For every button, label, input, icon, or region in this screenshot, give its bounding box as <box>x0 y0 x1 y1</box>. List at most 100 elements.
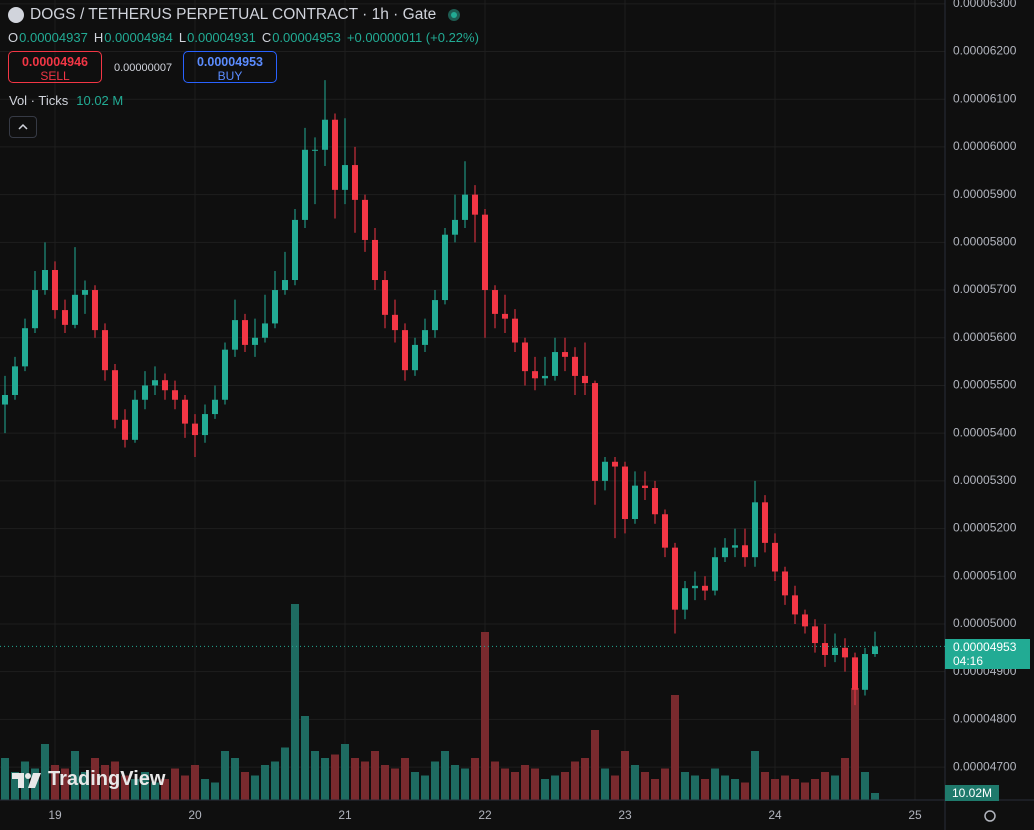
volume-bar <box>581 758 589 800</box>
candle-body <box>282 280 288 291</box>
collapse-button[interactable] <box>9 116 37 138</box>
candle-body <box>402 330 408 371</box>
volume-bar <box>41 744 49 800</box>
candle-body <box>382 280 388 315</box>
volume-bar <box>151 782 159 800</box>
candle-body <box>672 547 678 610</box>
volume-bar <box>11 772 19 800</box>
candle-body <box>232 320 238 350</box>
x-tick-label: 25 <box>908 808 922 822</box>
sell-button[interactable]: 0.00004946 SELL <box>8 51 102 83</box>
volume-bar <box>551 775 559 800</box>
ohlc-value: 0.00004931 <box>187 30 256 45</box>
candle-body <box>72 294 78 325</box>
candle-body <box>112 370 118 420</box>
x-tick-label: 21 <box>338 808 352 822</box>
candle-body <box>142 385 148 400</box>
candle-body <box>122 419 128 440</box>
watermark: TradingView <box>12 768 165 791</box>
volume-bar <box>561 772 569 800</box>
sell-label: SELL <box>40 69 70 83</box>
candle-body <box>652 488 658 515</box>
volume-bar <box>291 604 299 800</box>
volume-bar <box>691 775 699 800</box>
y-tick-label: 0.00005400 <box>953 425 1017 439</box>
candle-body <box>292 219 298 281</box>
candle-body <box>752 502 758 558</box>
candle-body <box>462 194 468 220</box>
candle-body <box>632 485 638 520</box>
volume-bar <box>531 768 539 800</box>
volume-bar <box>461 768 469 800</box>
volume-bar <box>241 772 249 800</box>
change: +0.00000011 (+0.22%) <box>346 30 479 45</box>
candle-body <box>412 344 418 371</box>
candle-body <box>172 390 178 400</box>
candle-body <box>722 547 728 558</box>
candle-body <box>802 614 808 627</box>
candle-body <box>342 165 348 190</box>
candle-body <box>572 356 578 376</box>
volume-bar <box>731 779 739 800</box>
candle-body <box>502 313 508 319</box>
countdown: 04:16 <box>953 654 984 668</box>
candle-body <box>602 461 608 481</box>
spread: 0.00000007 <box>114 62 173 74</box>
title: DOGS / TETHERUS PERPETUAL CONTRACT · 1h … <box>30 6 437 23</box>
buy-label: BUY <box>217 69 243 83</box>
candle-body <box>692 585 698 589</box>
volume-bar <box>101 765 109 800</box>
y-tick-label: 0.00005200 <box>953 521 1017 535</box>
y-tick-label: 0.00005100 <box>953 568 1017 582</box>
volume-bar <box>401 758 409 800</box>
volume-bar <box>321 758 329 800</box>
volume-bar <box>301 716 309 800</box>
volume-tag: 10.02M <box>945 785 999 801</box>
volume-bar <box>451 765 459 800</box>
candle-body <box>202 414 208 436</box>
volume-bar <box>211 782 219 800</box>
ohlc-value: 0.00004984 <box>104 30 173 45</box>
candle-body <box>592 383 598 481</box>
candle-body <box>12 366 18 395</box>
volume-bar <box>571 761 579 800</box>
volume-bar <box>281 747 289 800</box>
y-tick-label: 0.00005000 <box>953 616 1017 630</box>
volume-bar <box>161 779 169 800</box>
y-tick-label: 0.00004800 <box>953 712 1017 726</box>
volume-bar <box>81 772 89 800</box>
candle-body <box>312 149 318 151</box>
candle-body <box>212 399 218 415</box>
volume-bar <box>701 779 709 800</box>
buy-button[interactable]: 0.00004953 BUY <box>183 51 277 83</box>
volume-bar <box>111 761 119 800</box>
volume-bar <box>721 775 729 800</box>
y-tick-label: 0.00005900 <box>953 187 1017 201</box>
volume-bar <box>51 765 59 800</box>
volume-bar <box>191 765 199 800</box>
candle-body <box>422 330 428 345</box>
y-tick-label: 0.00005300 <box>953 473 1017 487</box>
candle-body <box>352 165 358 200</box>
buy-price: 0.00004953 <box>196 55 264 69</box>
price-tag: 0.00004953 04:16 <box>945 639 1030 669</box>
x-tick-label: 19 <box>48 808 62 822</box>
volume-bar <box>121 775 129 800</box>
ohlc-key: L <box>178 30 187 45</box>
ohlc-value: 0.00004937 <box>19 30 88 45</box>
candle-body <box>472 194 478 215</box>
candle-body <box>52 270 58 311</box>
volume-bar <box>741 782 749 800</box>
volume-bar <box>361 761 369 800</box>
volume-bar <box>821 772 829 800</box>
volume-legend: Vol · Ticks 10.02 M <box>9 93 123 108</box>
candle-body <box>742 545 748 558</box>
candle-body <box>812 626 818 644</box>
volume-bar <box>351 758 359 800</box>
volume-bar <box>131 779 139 800</box>
candle-body <box>762 502 768 543</box>
candle-body <box>512 318 518 343</box>
candle-body <box>132 399 138 440</box>
ohlc-key: O <box>8 30 19 45</box>
